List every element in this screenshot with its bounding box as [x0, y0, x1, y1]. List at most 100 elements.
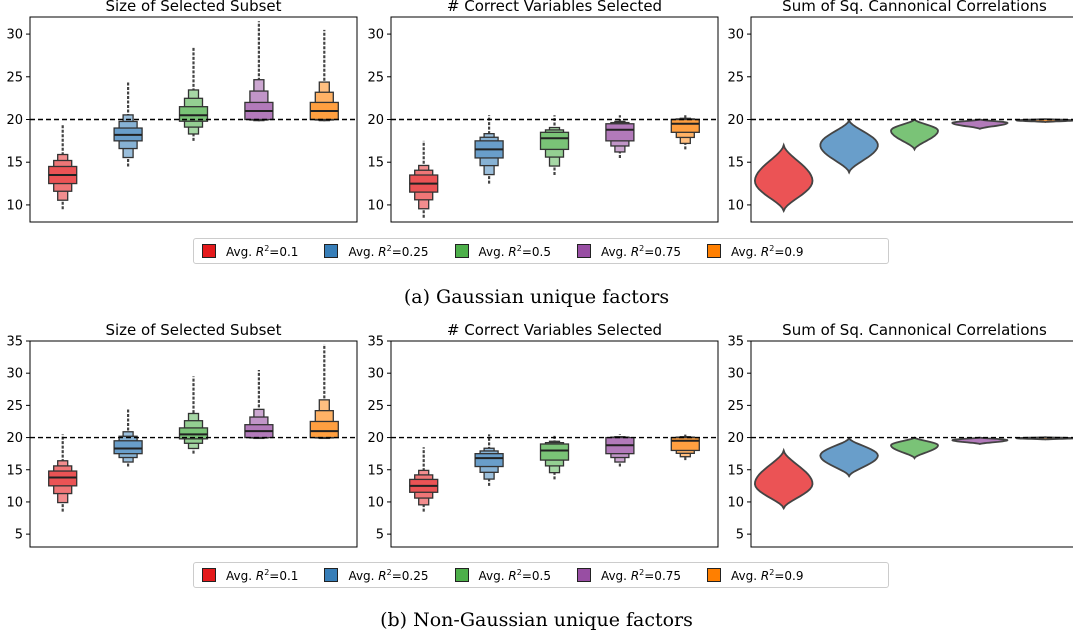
plot-frame — [750, 16, 1073, 223]
y-tick-label: 10 — [367, 198, 384, 213]
y-tick-label: 15 — [727, 156, 744, 171]
legend-item: Avg. R2=0.25 — [324, 243, 429, 259]
y-tick-label: 15 — [6, 156, 23, 171]
chart-title: Sum of Sq. Cannonical Correlations — [782, 0, 1047, 15]
y-tick-label: 25 — [6, 70, 23, 85]
legend-swatch — [454, 244, 469, 258]
violin-body — [819, 436, 879, 478]
legend-swatch — [202, 244, 216, 258]
chart-marks — [48, 344, 339, 512]
legend-b: Avg. R2=0.1 Avg. R2=0.25 Avg. R2=0.5 Avg. R… — [193, 562, 889, 588]
y-tick-label: 10 — [727, 495, 744, 510]
y-tick-label: 25 — [727, 399, 744, 414]
chart-panel-b-3: Sum of Sq. Cannonical Correlations 5 10 15 2… — [727, 321, 1073, 548]
legend-item: Avg. R2=0.9 — [707, 568, 803, 583]
y-tick-label: 35 — [367, 335, 384, 350]
legend-item: Avg. R2=0.9 — [707, 244, 803, 259]
plot-frame — [390, 340, 719, 548]
violin-body — [753, 142, 814, 213]
y-tick-label: 20 — [727, 113, 744, 128]
y-tick-label: 20 — [367, 113, 384, 128]
y-tick-label: 30 — [367, 28, 384, 43]
chart-title: # Correct Variables Selected — [447, 321, 662, 339]
violin-body — [951, 118, 1009, 130]
chart-panel-b-1: Size of Selected Subset 5 10 15 20 25 30 35 — [6, 321, 358, 548]
y-tick-label: 10 — [6, 198, 23, 213]
y-tick-label: 20 — [367, 431, 384, 446]
chart-marks — [753, 436, 1073, 511]
y-tick-label: 10 — [367, 495, 384, 510]
boxen-box — [474, 453, 504, 468]
boxen-box — [539, 443, 570, 461]
legend-swatch — [324, 568, 339, 582]
y-tick-label: 30 — [367, 367, 384, 382]
boxen-box — [605, 123, 635, 142]
caption-b: (b) Non-Gaussian unique factors — [380, 609, 693, 631]
chart-title: Size of Selected Subset — [105, 0, 281, 15]
y-tick-label: 30 — [727, 367, 744, 382]
legend-swatch — [576, 568, 591, 582]
legend-label: Avg. R2=0.75 — [600, 243, 682, 259]
y-tick-label: 5 — [15, 528, 23, 543]
boxen-box — [178, 106, 209, 122]
legend-label: Avg. R2=0.5 — [478, 243, 551, 259]
legend-label: Avg. R2=0.9 — [731, 243, 804, 259]
plot-frame — [390, 16, 719, 223]
plot-frame — [29, 340, 358, 548]
chart-title: Sum of Sq. Cannonical Correlations — [782, 321, 1047, 339]
y-tick-label: 30 — [727, 28, 744, 43]
legend-item: Avg. R2=0.75 — [576, 243, 682, 259]
boxen-box — [670, 436, 700, 452]
legend-swatch — [576, 244, 591, 258]
y-tick-label: 20 — [727, 431, 744, 446]
legend-item: Avg. R2=0.5 — [454, 243, 551, 259]
legend-swatch — [202, 568, 216, 582]
legend-label: Avg. R2=0.9 — [731, 567, 804, 583]
legend-label: Avg. R2=0.25 — [348, 567, 429, 583]
legend-label: Avg. R2=0.1 — [226, 567, 299, 583]
y-tick-label: 10 — [727, 198, 744, 213]
y-tick-label: 25 — [367, 70, 384, 85]
chart-panel-a-1: Size of Selected Subset 10 15 20 25 30 — [6, 0, 358, 223]
legend-a: Avg. R2=0.1 Avg. R2=0.25 Avg. R2=0.5 Avg. R… — [193, 238, 889, 264]
y-tick-label: 35 — [6, 335, 23, 350]
legend-item: Avg. R2=0.25 — [324, 567, 429, 583]
chart-panel-a-3: Sum of Sq. Cannonical Correlations 10 15 20… — [727, 0, 1073, 223]
legend-item: Avg. R2=0.75 — [576, 567, 682, 583]
y-tick-label: 35 — [727, 335, 744, 350]
legend-swatch — [707, 568, 722, 582]
y-tick-label: 5 — [736, 528, 744, 543]
legend-item: Avg. R2=0.1 — [202, 568, 298, 583]
y-tick-label: 30 — [6, 367, 23, 382]
legend-label: Avg. R2=0.1 — [226, 243, 299, 259]
y-tick-label: 20 — [6, 113, 23, 128]
legend-swatch — [707, 244, 722, 258]
boxen-box — [309, 420, 339, 439]
caption-a: (a) Gaussian unique factors — [403, 286, 670, 308]
y-tick-label: 15 — [367, 463, 384, 478]
legend-item: Avg. R2=0.1 — [202, 244, 298, 259]
plot-frame — [29, 16, 358, 223]
legend-label: Avg. R2=0.25 — [348, 243, 429, 259]
chart-marks — [409, 115, 700, 218]
legend-swatch — [324, 244, 339, 258]
y-tick-label: 25 — [6, 399, 23, 414]
boxen-box — [113, 440, 143, 455]
legend-label: Avg. R2=0.75 — [600, 567, 682, 583]
legend-item: Avg. R2=0.5 — [454, 568, 551, 583]
y-tick-label: 25 — [727, 70, 744, 85]
y-tick-label: 15 — [367, 156, 384, 171]
y-tick-label: 20 — [6, 431, 23, 446]
chart-panel-a-2: # Correct Variables Selected 10 15 20 25 30 — [367, 0, 719, 223]
violin-body — [753, 447, 814, 511]
y-tick-label: 15 — [727, 463, 744, 478]
chart-marks — [409, 434, 700, 512]
violin-body — [890, 118, 939, 152]
y-tick-label: 10 — [6, 495, 23, 510]
violin-body — [951, 436, 1009, 445]
y-tick-label: 30 — [6, 28, 23, 43]
plot-frame — [750, 340, 1073, 548]
boxen-box — [670, 118, 700, 133]
legend-swatch — [454, 568, 469, 582]
